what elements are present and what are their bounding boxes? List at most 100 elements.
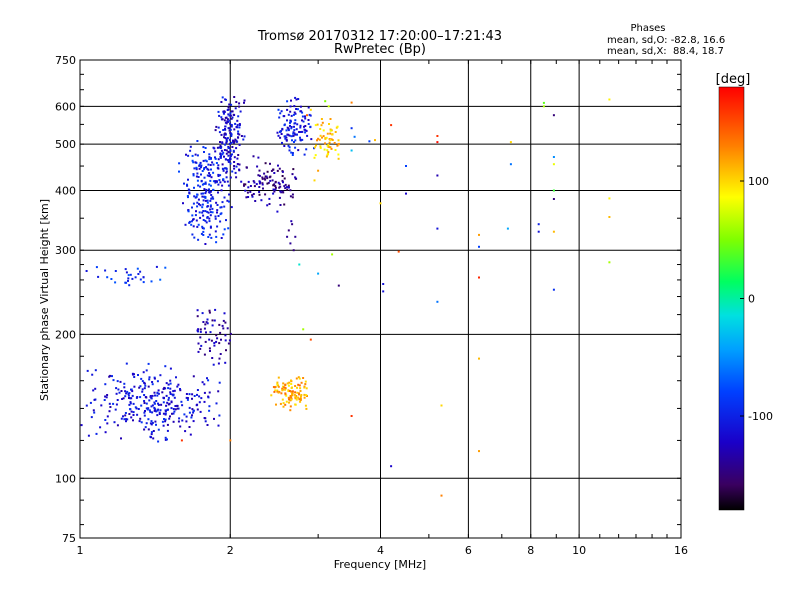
scatter-point <box>230 103 233 106</box>
scatter-point <box>143 428 146 431</box>
scatter-point <box>296 123 299 126</box>
scatter-point <box>209 184 212 187</box>
scatter-point <box>243 101 245 104</box>
scatter-point <box>148 409 151 412</box>
scatter-point <box>298 384 301 387</box>
scatter-point <box>320 124 323 127</box>
scatter-point <box>209 208 212 211</box>
scatter-point <box>199 161 202 164</box>
scatter-point <box>170 400 173 403</box>
scatter-point <box>261 177 264 180</box>
scatter-point <box>173 396 176 399</box>
scatter-point <box>294 133 297 136</box>
scatter-point <box>158 411 161 414</box>
scatter-point <box>224 167 227 170</box>
scatter-point <box>249 185 252 187</box>
scatter-point <box>209 211 212 214</box>
scatter-point <box>219 206 222 209</box>
scatter-point <box>325 136 328 139</box>
scatter-point <box>177 420 180 423</box>
scatter-point <box>118 391 121 394</box>
scatter-point <box>292 113 295 116</box>
scatter-point <box>289 409 292 412</box>
x-tick-label: 1 <box>77 544 84 557</box>
scatter-point <box>233 161 236 163</box>
scatter-point <box>331 133 334 136</box>
scatter-point <box>390 465 393 468</box>
scatter-point <box>264 162 267 165</box>
scatter-point <box>282 402 285 405</box>
scatter-point <box>284 386 287 389</box>
scatter-point <box>228 200 230 203</box>
scatter-point <box>204 196 207 199</box>
scatter-point <box>89 401 92 404</box>
scatter-point <box>405 192 407 195</box>
scatter-point <box>283 203 286 206</box>
scatter-point <box>143 400 146 402</box>
scatter-point <box>115 392 118 395</box>
scatter-point <box>219 147 222 149</box>
scatter-point <box>328 123 330 125</box>
scatter-point <box>198 203 200 206</box>
scatter-point <box>221 324 224 327</box>
scatter-point <box>298 392 301 395</box>
scatter-point <box>196 154 199 157</box>
scatter-point <box>147 418 150 421</box>
scatter-point <box>228 339 231 342</box>
scatter-point <box>154 394 156 397</box>
scatter-point <box>552 189 555 192</box>
scatter-point <box>217 164 220 167</box>
scatter-point <box>292 168 295 171</box>
scatter-point <box>146 408 149 411</box>
scatter-point <box>112 402 115 405</box>
scatter-point <box>104 431 107 434</box>
scatter-point <box>291 152 294 154</box>
scatter-point <box>273 386 276 389</box>
scatter-point <box>224 339 227 342</box>
scatter-point <box>223 110 226 113</box>
scatter-point <box>294 391 297 394</box>
scatter-point <box>294 385 297 387</box>
scatter-point <box>157 389 160 392</box>
scatter-point <box>124 390 127 393</box>
scatter-point <box>198 211 201 214</box>
scatter-point <box>263 177 266 180</box>
scatter-point <box>104 419 107 421</box>
scatter-point <box>162 396 165 399</box>
scatter-point <box>228 193 231 196</box>
scatter-point <box>125 281 128 284</box>
scatter-point <box>206 205 209 208</box>
scatter-point <box>210 197 213 200</box>
scatter-point <box>226 118 229 121</box>
scatter-point <box>243 135 246 138</box>
scatter-point <box>162 388 165 390</box>
scatter-point <box>145 396 148 399</box>
scatter-point <box>223 312 226 315</box>
scatter-point <box>222 233 225 236</box>
scatter-point <box>155 423 157 426</box>
scatter-point <box>289 120 292 123</box>
scatter-point <box>151 394 154 397</box>
scatter-point <box>317 272 320 275</box>
scatter-point <box>133 385 136 388</box>
scatter-point <box>196 179 199 182</box>
scatter-point <box>141 380 144 383</box>
scatter-point <box>202 210 205 212</box>
scatter-point <box>261 183 264 186</box>
scatter-point <box>147 385 150 388</box>
scatter-point <box>237 154 240 156</box>
scatter-point <box>320 118 323 120</box>
scatter-point <box>337 157 340 160</box>
scatter-point <box>222 168 225 171</box>
scatter-point <box>287 133 290 136</box>
scatter-point <box>217 110 220 113</box>
scatter-point <box>210 176 213 179</box>
scatter-point <box>192 411 195 414</box>
scatter-point <box>201 225 204 228</box>
scatter-point <box>187 178 189 181</box>
scatter-point <box>122 397 125 400</box>
scatter-point <box>208 172 211 175</box>
scatter-point <box>209 225 212 228</box>
scatter-point <box>224 128 226 130</box>
